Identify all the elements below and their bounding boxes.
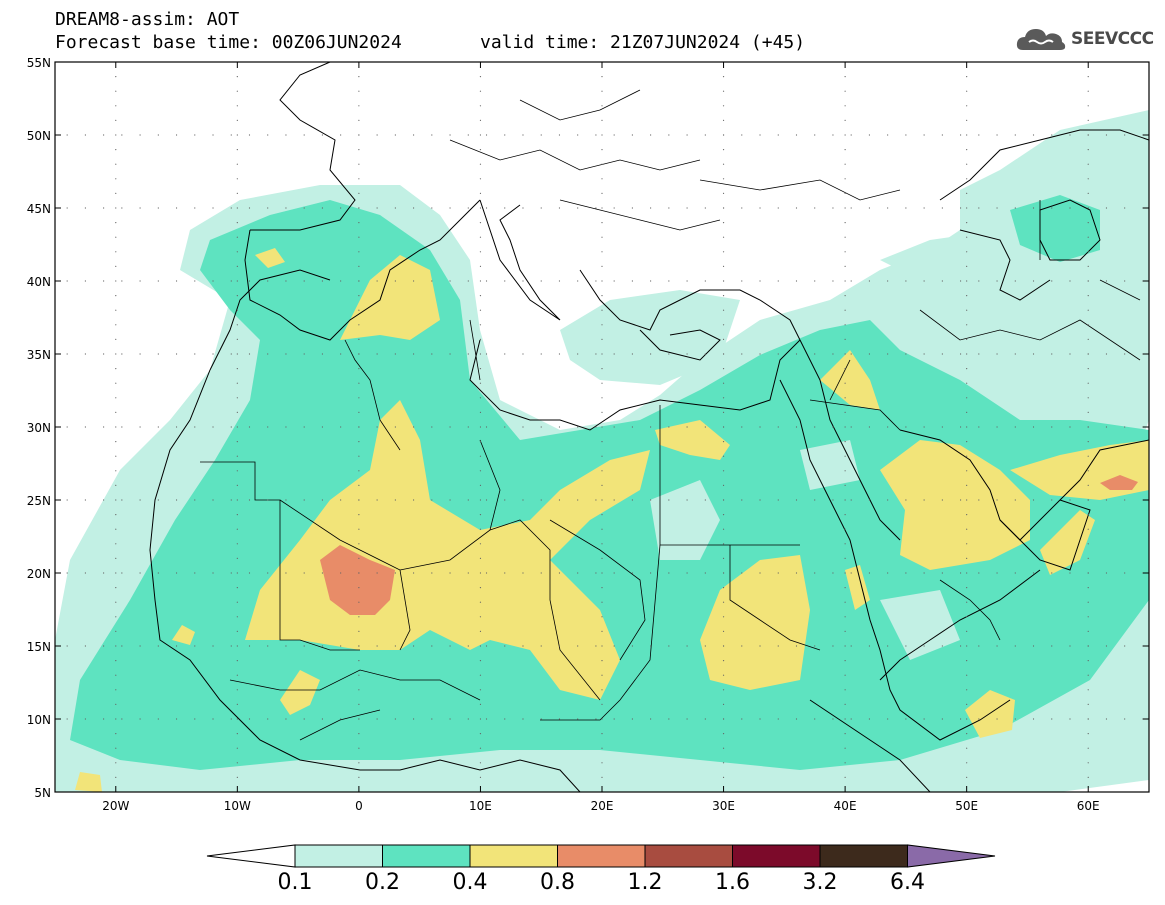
valid-time: valid time: 21Z07JUN2024 (+45)	[480, 32, 806, 53]
aot-contour-0.4	[700, 555, 810, 690]
aot-contour-0.1	[560, 290, 740, 385]
aot-contour-0.8	[320, 545, 395, 615]
aot-contour-0.2	[1010, 195, 1100, 262]
colorbar-label: 0.2	[365, 870, 400, 895]
colorbar-segment	[294, 844, 383, 868]
aot-contour-0.4	[280, 670, 320, 715]
aot-contour-0.8	[1100, 475, 1138, 490]
lon-tick-label: 30E	[712, 799, 735, 813]
aot-contour-0.4	[845, 565, 870, 610]
aot-contour-0.4	[172, 625, 195, 645]
lat-tick-label: 50N	[27, 129, 51, 143]
lon-tick-label: 20E	[591, 799, 614, 813]
colorbar-segment	[819, 844, 908, 868]
lon-tick-label: 10W	[224, 799, 251, 813]
lon-tick-label: 60E	[1077, 799, 1100, 813]
aot-contour-0.4	[1040, 510, 1095, 575]
aot-contour-0.4	[245, 400, 650, 700]
aot-contour-0.1	[800, 440, 860, 490]
aot-contour-0.4	[820, 350, 880, 410]
aot-contour-0.4	[880, 440, 1030, 570]
lat-tick-label: 45N	[27, 202, 51, 216]
aot-contour-0.4	[255, 248, 285, 268]
lat-tick-label: 20N	[27, 567, 51, 581]
aot-contour-0.4	[965, 690, 1015, 738]
aot-contour-0.1	[880, 590, 960, 660]
lat-tick-label: 10N	[27, 713, 51, 727]
graticule	[66, 76, 1144, 779]
lat-tick-label: 55N	[27, 56, 51, 70]
lat-tick-label: 35N	[27, 348, 51, 362]
colorbar-segment	[732, 844, 821, 868]
lon-tick-label: 10E	[469, 799, 492, 813]
colorbar: 0.1 0.2 0.4 0.8 1.2 1.6 3.2 6.4	[206, 844, 996, 895]
forecast-base-time: Forecast base time: 00Z06JUN2024	[55, 32, 402, 53]
lon-tick-label: 50E	[955, 799, 978, 813]
seevccc-logo: SEEVCCC	[1015, 22, 1160, 56]
country-borders	[200, 89, 1141, 741]
aot-contour-0.1	[650, 480, 720, 560]
longitude-axis: 20W 10W 0 10E 20E 30E 40E 50E 60E	[102, 62, 1100, 813]
lon-tick-label: 40E	[834, 799, 857, 813]
colorbar-segment	[382, 844, 471, 868]
aot-contour-0.4	[75, 772, 102, 792]
map-title: DREAM8-assim: AOT	[55, 9, 240, 30]
aot-field	[55, 110, 1149, 792]
colorbar-label: 0.8	[540, 870, 575, 895]
colorbar-label: 0.1	[278, 870, 313, 895]
latitude-axis: 55N 50N 45N 40N 35N 30N 25N 20N 15N 10N 5N	[27, 56, 1149, 800]
colorbar-label: 1.2	[628, 870, 663, 895]
colorbar-label: 6.4	[890, 870, 925, 895]
colorbar-segment	[644, 844, 733, 868]
lon-tick-label: 0	[355, 799, 363, 813]
colorbar-label: 0.4	[453, 870, 488, 895]
colorbar-over-arrow	[907, 844, 996, 868]
coastlines	[149, 62, 1149, 792]
lat-tick-label: 5N	[34, 786, 51, 800]
colorbar-label: 1.6	[715, 870, 750, 895]
logo-text: SEEVCCC	[1071, 29, 1154, 49]
lat-tick-label: 40N	[27, 275, 51, 289]
colorbar-segment	[469, 844, 558, 868]
lon-tick-label: 20W	[102, 799, 129, 813]
aot-contour-0.4	[655, 420, 730, 460]
colorbar-under-arrow	[206, 844, 296, 868]
lat-tick-label: 15N	[27, 640, 51, 654]
cloud-icon	[1016, 29, 1066, 50]
aot-contour-0.4	[340, 255, 440, 340]
lat-tick-label: 25N	[27, 494, 51, 508]
lat-tick-label: 30N	[27, 421, 51, 435]
colorbar-segment	[557, 844, 646, 868]
colorbar-label: 3.2	[803, 870, 838, 895]
